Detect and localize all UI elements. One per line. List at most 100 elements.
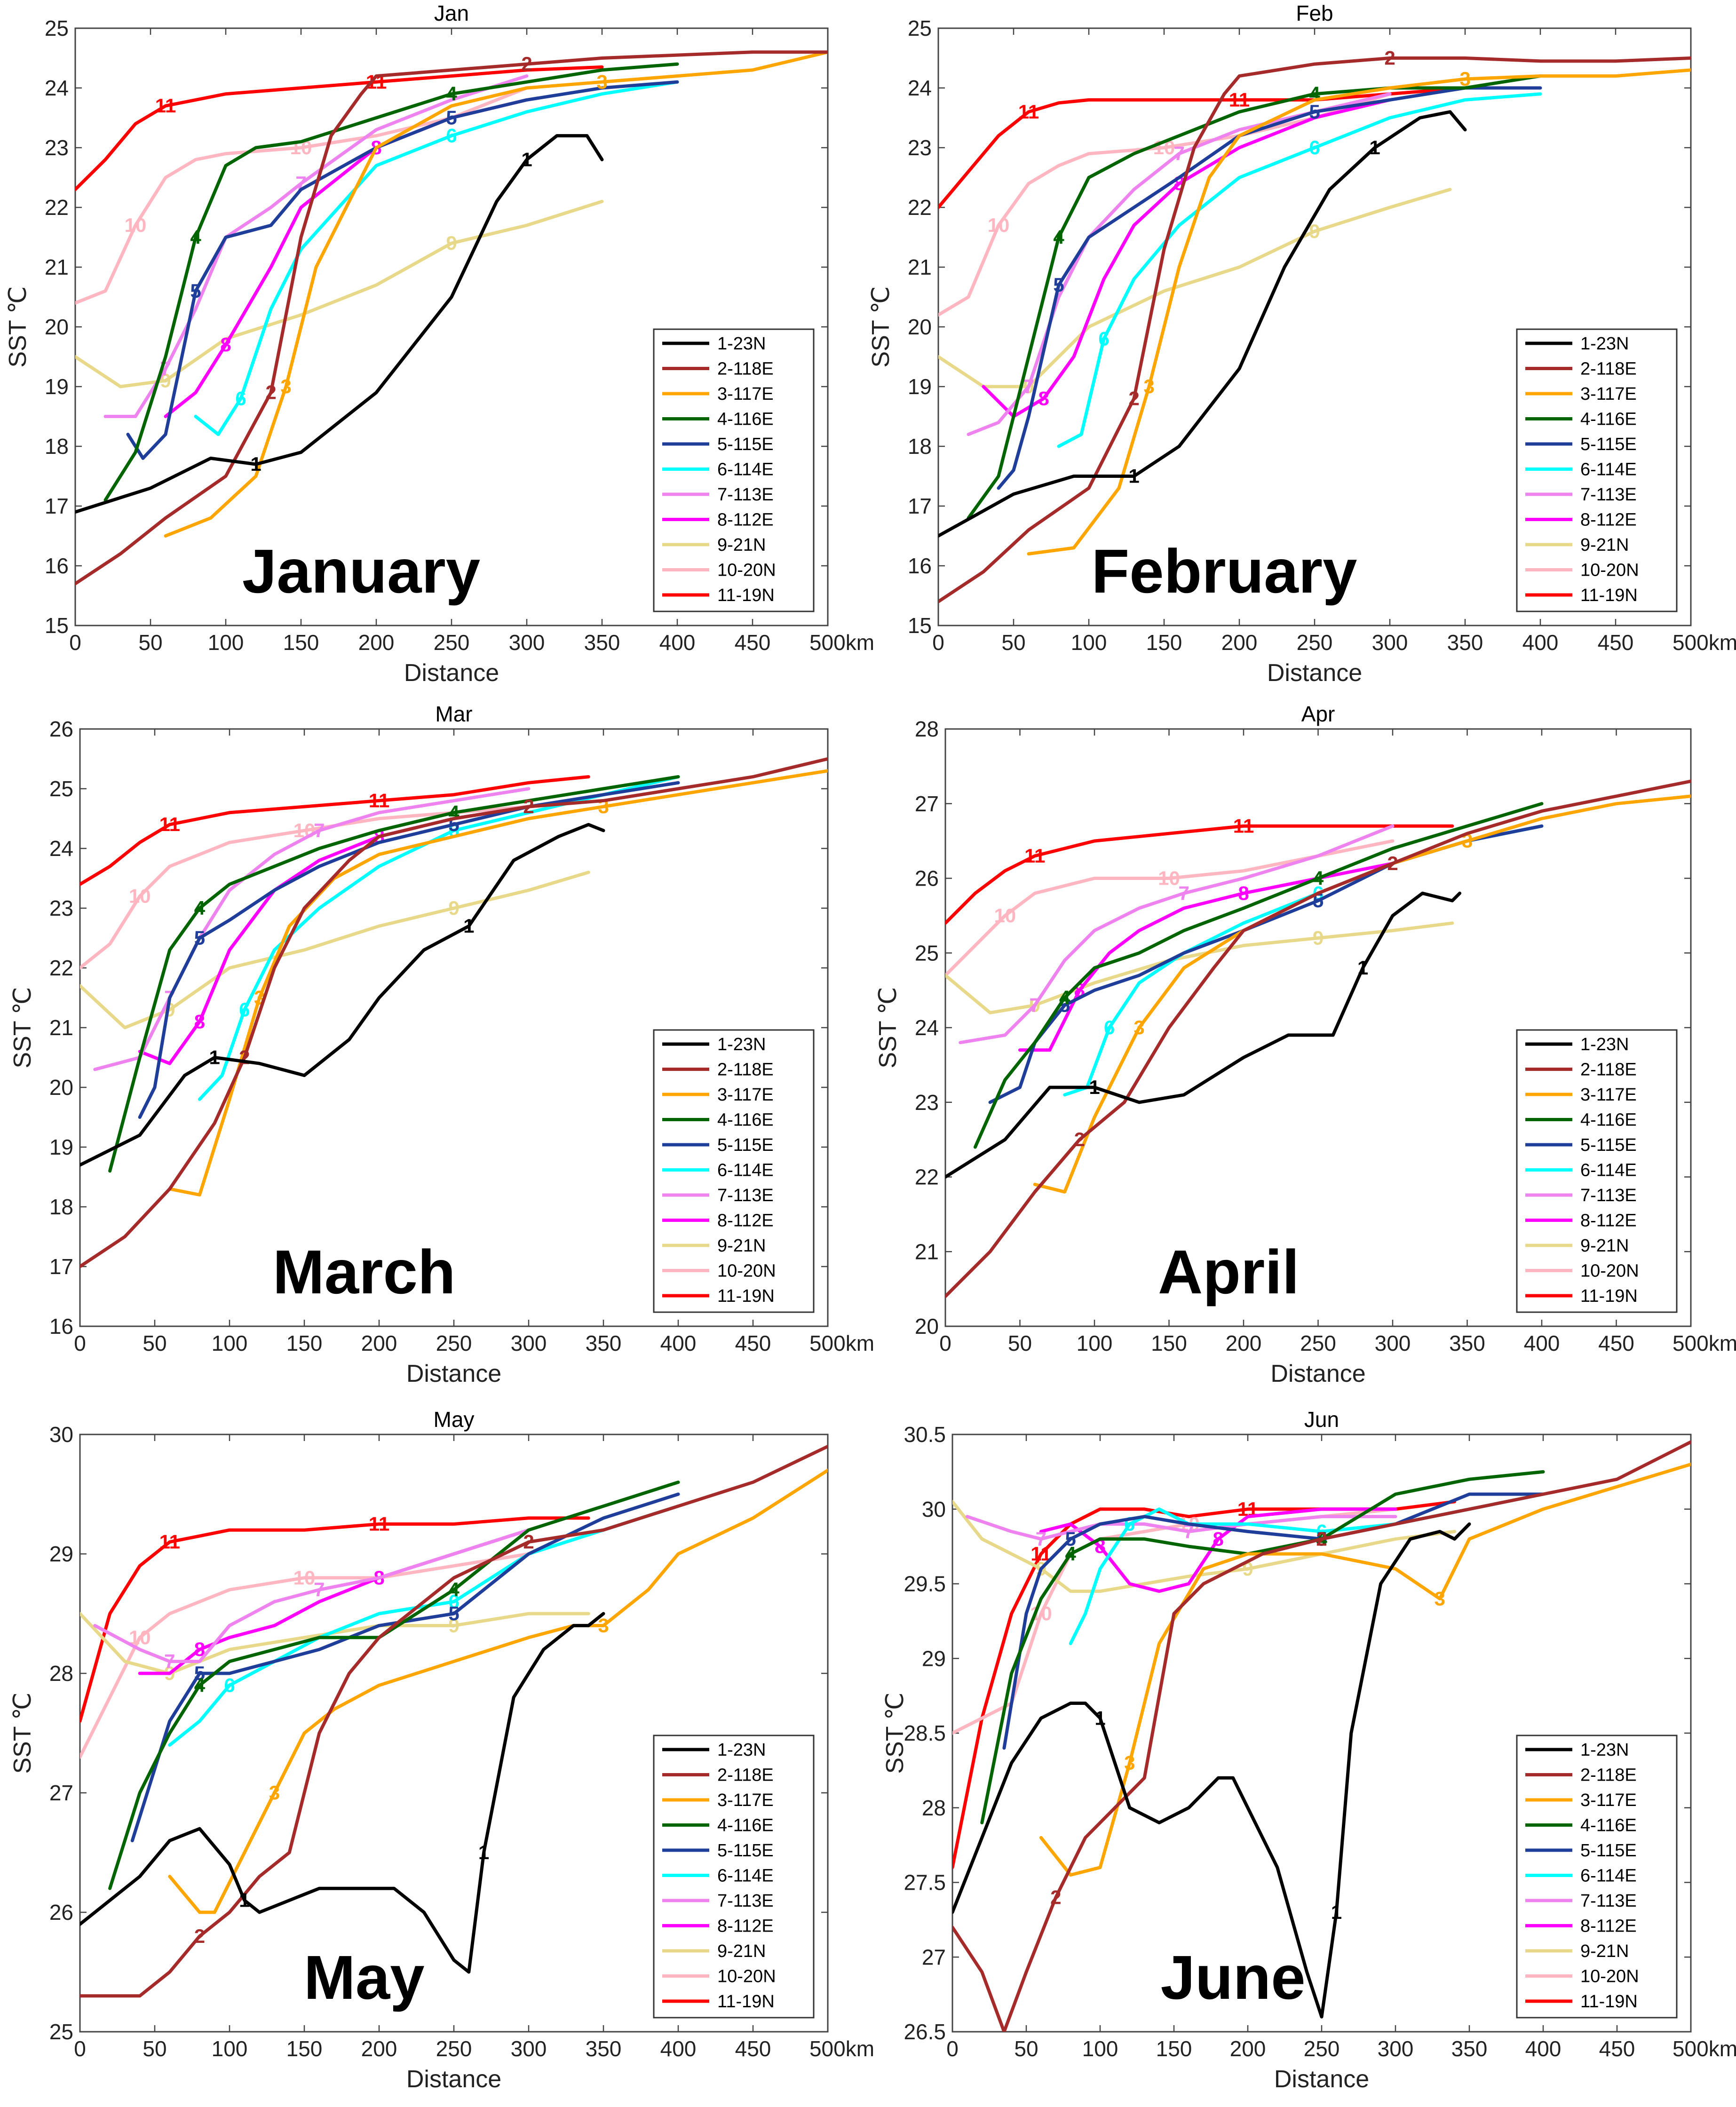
curve-tag-2-118E: 2 — [523, 795, 534, 817]
series-line-2-118E — [80, 1444, 828, 1998]
curve-tag-11-19N: 11 — [155, 95, 176, 117]
legend-entry: 1-23N — [717, 334, 766, 354]
curve-tag-4-116E: 4 — [1313, 867, 1324, 889]
y-tick-label: 23 — [49, 896, 73, 920]
legend-entry: 10-20N — [1580, 561, 1639, 580]
legend-entry: 8-112E — [1580, 1917, 1637, 1936]
curve-tag-4-116E: 4 — [190, 226, 201, 248]
curve-tag-2-118E: 2 — [1387, 852, 1398, 874]
x-tick-label: 100 — [208, 630, 244, 655]
legend: 1-23N 2-118E 3-117E 4-116E 5-115E 6-114E 7-113… — [653, 1029, 815, 1313]
curve-tag-10-20N: 10 — [988, 214, 1010, 236]
y-tick-label: 25 — [45, 16, 69, 40]
curve-tag-4-116E: 4 — [1065, 1543, 1077, 1565]
series-line-9-21N — [80, 871, 590, 1030]
x-tick-label: 150 — [1156, 2036, 1192, 2061]
curve-tag-8-112E: 8 — [194, 1638, 205, 1660]
curve-tag-10-20N: 10 — [129, 885, 151, 907]
curve-tag-11-19N: 11 — [369, 789, 389, 811]
legend-entry: 3-117E — [1580, 1790, 1637, 1810]
curve-tag-8-112E: 8 — [1213, 1528, 1224, 1550]
legend-entry: 11-19N — [717, 586, 775, 605]
y-tick-label: 26 — [49, 717, 73, 741]
legend-entry: 2-118E — [1580, 1060, 1637, 1080]
x-tick-label: 350 — [586, 1331, 622, 1355]
x-tick-label: 50 — [1001, 630, 1025, 655]
legend-entry: 7-113E — [1580, 485, 1637, 505]
y-tick-label: 23 — [908, 135, 932, 160]
curve-tag-9-21N: 9 — [1309, 220, 1320, 242]
curve-tag-11-19N: 11 — [369, 1513, 389, 1535]
series-line-1-23N — [938, 110, 1467, 538]
curve-tag-3-117E: 3 — [1435, 1587, 1445, 1609]
curve-tag-11-19N: 11 — [1233, 815, 1254, 837]
x-tick-label: 250 — [436, 2036, 472, 2061]
legend-entry: 5-115E — [1580, 1135, 1637, 1155]
y-tick-label: 28 — [915, 717, 939, 741]
legend-entry: 4-116E — [717, 1110, 774, 1130]
y-tick-label: 16 — [49, 1314, 73, 1339]
curve-tag-2-118E: 2 — [265, 381, 276, 404]
curve-tag-7-113E: 7 — [1179, 882, 1189, 904]
series-line-8-112E — [1018, 862, 1395, 1052]
y-tick-label: 25 — [49, 2020, 73, 2044]
curve-tag-7-113E: 7 — [1173, 143, 1184, 165]
legend-entry: 5-115E — [717, 1135, 774, 1155]
x-tick-label: 300 — [511, 1331, 547, 1355]
x-tick-label: 500km — [1673, 1331, 1736, 1355]
curve-tag-3-117E: 3 — [596, 71, 607, 93]
y-tick-label: 27.5 — [904, 1870, 946, 1895]
series-line-3-117E — [164, 50, 828, 538]
y-tick-label: 27 — [922, 1945, 946, 1969]
x-tick-label: 400 — [1522, 630, 1559, 655]
curve-tag-2-118E: 2 — [521, 53, 532, 75]
series-line-3-117E — [168, 1468, 828, 1914]
curve-tag-4-116E: 4 — [1053, 226, 1064, 248]
x-tick-label: 500km — [809, 2036, 874, 2061]
curve-tag-5-115E: 5 — [448, 1602, 459, 1624]
y-tick-label: 22 — [908, 195, 932, 220]
curve-tag-6-114E: 6 — [1104, 1016, 1115, 1038]
curve-tag-8-112E: 8 — [194, 1010, 205, 1032]
curve-tag-6-114E: 6 — [239, 998, 250, 1021]
legend-entry: 3-117E — [717, 1085, 774, 1105]
legend-entry: 4-116E — [717, 1816, 774, 1836]
legend-entry: 6-114E — [717, 1161, 774, 1180]
legend-entry: 6-114E — [1580, 1161, 1637, 1180]
chart-title: May — [434, 1407, 475, 1432]
series-line-7-113E — [965, 1515, 1397, 1541]
series-line-5-115E — [997, 86, 1542, 490]
legend: 1-23N 2-118E 3-117E 4-116E 5-115E 6-114E 7-113… — [653, 328, 815, 612]
series-line-3-117E — [1039, 1463, 1691, 1877]
curve-tag-5-115E: 5 — [1065, 1528, 1076, 1550]
legend-entry: 10-20N — [717, 1967, 776, 1987]
curve-tag-7-113E: 7 — [164, 1650, 175, 1672]
x-tick-label: 300 — [1372, 630, 1408, 655]
legend: 1-23N 2-118E 3-117E 4-116E 5-115E 6-114E 7-113… — [1516, 1029, 1678, 1313]
legend-entry: 5-115E — [1580, 435, 1637, 454]
series-line-7-113E — [93, 1528, 531, 1663]
curve-tag-5-115E: 5 — [194, 1662, 205, 1684]
series-line-4-116E — [108, 775, 680, 1173]
curve-tag-7-113E: 7 — [1023, 375, 1034, 397]
y-tick-label: 28.5 — [904, 1721, 946, 1745]
y-tick-label: 24 — [915, 1015, 939, 1040]
y-tick-label: 21 — [49, 1015, 73, 1040]
curve-tag-6-114E: 6 — [1124, 1513, 1135, 1535]
legend-entry: 4-116E — [1580, 410, 1637, 429]
legend-entry: 2-118E — [1580, 359, 1637, 379]
legend-entry: 3-117E — [717, 384, 774, 404]
curve-tag-7-113E: 7 — [1030, 994, 1040, 1016]
month-label: June — [1161, 1943, 1306, 2012]
legend-entry: 2-118E — [717, 1060, 774, 1080]
x-axis-label: Distance — [406, 1360, 501, 1387]
series-line-9-21N — [952, 1500, 1457, 1593]
curve-tag-5-115E: 5 — [194, 927, 205, 949]
x-axis-label: Distance — [404, 659, 499, 687]
y-tick-label: 30 — [49, 1422, 73, 1447]
curve-tag-7-113E: 7 — [1036, 1528, 1046, 1550]
x-tick-label: 250 — [436, 1331, 472, 1355]
